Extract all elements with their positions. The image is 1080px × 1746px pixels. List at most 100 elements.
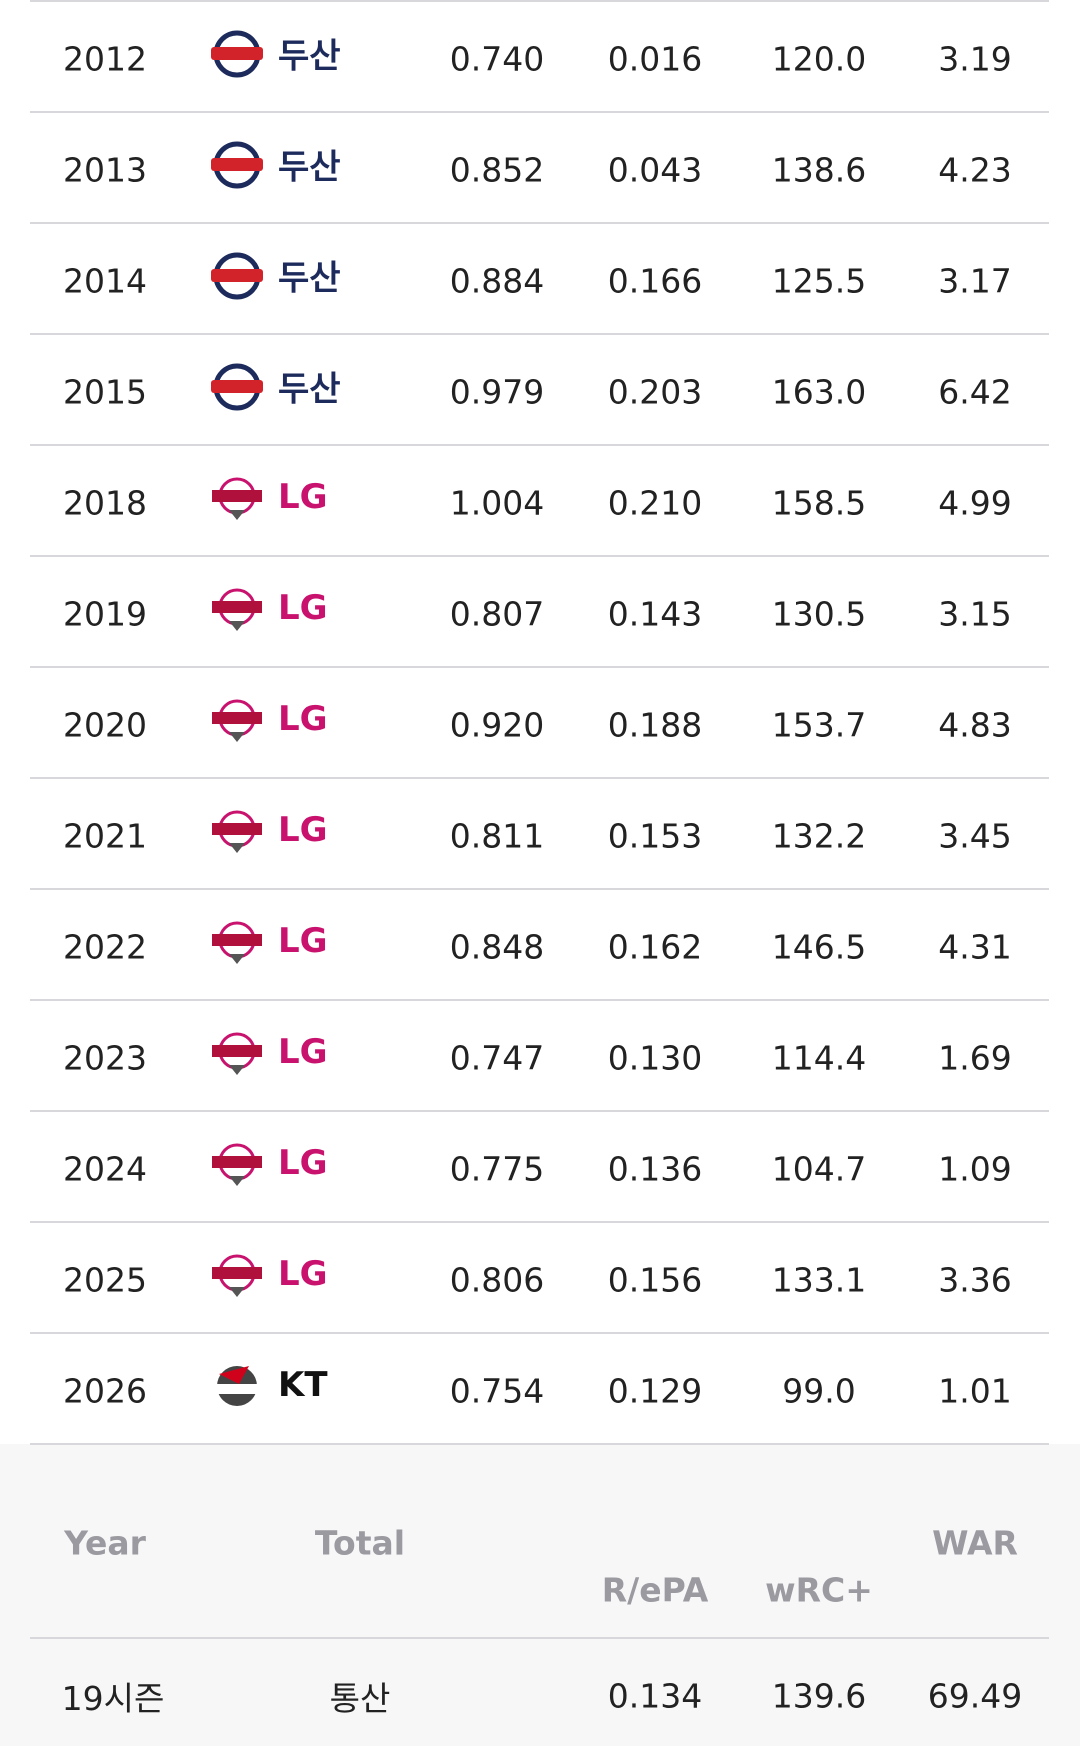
stat-cell: 3.17	[938, 261, 1012, 301]
year-cell: 2019	[63, 594, 147, 634]
stat-cell: 0.016	[607, 39, 703, 79]
team-name: LG	[278, 921, 328, 961]
total-label: 통산	[329, 1679, 391, 1718]
stat-cell: 0.754	[449, 1371, 545, 1411]
stat-cell: 0.848	[449, 927, 545, 967]
row-divider	[30, 0, 1049, 2]
row-divider	[30, 1443, 1049, 1445]
team-logo	[211, 252, 263, 300]
row-divider	[30, 777, 1049, 779]
stat-cell: 153.7	[771, 705, 867, 745]
row-divider	[30, 111, 1049, 113]
year-cell: 2026	[63, 1371, 147, 1411]
year-cell: 2013	[63, 150, 147, 190]
total-stat: 139.6	[771, 1676, 867, 1716]
stat-cell: 130.5	[771, 594, 867, 634]
team-logo	[212, 1032, 262, 1075]
stat-cell: 0.162	[607, 927, 703, 967]
stat-cell: 0.979	[449, 372, 545, 412]
stat-cell: 0.153	[607, 816, 703, 856]
stat-cell: 4.23	[938, 150, 1012, 190]
team-logo	[211, 141, 263, 189]
team-name: LG	[278, 477, 328, 517]
team-name: 두산	[278, 36, 341, 77]
row-divider	[30, 444, 1049, 446]
header-label: WAR	[932, 1523, 1018, 1563]
stat-cell: 0.740	[449, 39, 545, 79]
stat-cell: 1.09	[938, 1149, 1012, 1189]
stat-cell: 158.5	[771, 483, 867, 523]
stat-cell: 120.0	[771, 39, 867, 79]
team-name: 두산	[278, 369, 341, 410]
team-name: LG	[278, 1032, 328, 1072]
team-name: KT	[278, 1365, 328, 1405]
stat-cell: 3.45	[938, 816, 1012, 856]
stat-cell: 0.920	[449, 705, 545, 745]
team-name: LG	[278, 1143, 328, 1183]
stat-cell: 0.884	[449, 261, 545, 301]
stat-cell: 0.807	[449, 594, 545, 634]
total-stat: 69.49	[927, 1676, 1023, 1716]
year-cell: 2024	[63, 1149, 147, 1189]
stat-cell: 0.043	[607, 150, 703, 190]
row-divider	[30, 999, 1049, 1001]
team-logo	[212, 921, 262, 964]
team-logo	[212, 1143, 262, 1186]
stat-cell: 3.36	[938, 1260, 1012, 1300]
team-name: 두산	[278, 258, 341, 299]
stat-cell: 0.852	[449, 150, 545, 190]
year-cell: 2025	[63, 1260, 147, 1300]
year-cell: 2012	[63, 39, 147, 79]
row-divider	[30, 888, 1049, 890]
header-label: Year	[64, 1523, 146, 1563]
year-cell: 2023	[63, 1038, 147, 1078]
row-divider	[30, 222, 1049, 224]
team-logo	[212, 810, 262, 853]
team-logo	[211, 363, 263, 411]
stat-cell: 4.83	[938, 705, 1012, 745]
stat-cell: 4.99	[938, 483, 1012, 523]
year-cell: 2021	[63, 816, 147, 856]
stat-cell: 138.6	[771, 150, 867, 190]
stat-cell: 0.156	[607, 1260, 703, 1300]
team-name: LG	[278, 699, 328, 739]
team-logo	[212, 699, 262, 742]
stat-cell: 3.15	[938, 594, 1012, 634]
stat-cell: 0.775	[449, 1149, 545, 1189]
stat-cell: 6.42	[938, 372, 1012, 412]
stat-cell: 0.129	[607, 1371, 703, 1411]
year-cell: 2015	[63, 372, 147, 412]
header-label: wRC+	[765, 1570, 873, 1610]
stat-cell: 132.2	[771, 816, 867, 856]
stat-cell: 1.69	[938, 1038, 1012, 1078]
header-label: R/ePA	[601, 1570, 709, 1610]
team-name: LG	[278, 810, 328, 850]
stat-cell: 0.806	[449, 1260, 545, 1300]
total-seasons: 19시즌	[61, 1679, 165, 1718]
row-divider	[30, 555, 1049, 557]
team-name: LG	[278, 1254, 328, 1294]
stat-cell: 0.188	[607, 705, 703, 745]
team-name: LG	[278, 588, 328, 628]
team-logo	[211, 30, 263, 78]
stat-cell: 0.210	[607, 483, 703, 523]
header-label: Total	[314, 1523, 406, 1563]
row-divider	[30, 1110, 1049, 1112]
row-divider	[30, 1637, 1049, 1639]
stat-cell: 0.747	[449, 1038, 545, 1078]
team-name: 두산	[278, 147, 341, 188]
row-divider	[30, 1221, 1049, 1223]
row-divider	[30, 1332, 1049, 1334]
stat-cell: 4.31	[938, 927, 1012, 967]
stat-cell: 0.811	[449, 816, 545, 856]
year-cell: 2020	[63, 705, 147, 745]
year-cell: 2018	[63, 483, 147, 523]
year-cell: 2014	[63, 261, 147, 301]
stat-cell: 1.004	[449, 483, 545, 523]
stat-cell: 1.01	[938, 1371, 1012, 1411]
stat-cell: 125.5	[771, 261, 867, 301]
stat-cell: 0.203	[607, 372, 703, 412]
stat-cell: 0.166	[607, 261, 703, 301]
team-logo	[215, 1366, 259, 1406]
